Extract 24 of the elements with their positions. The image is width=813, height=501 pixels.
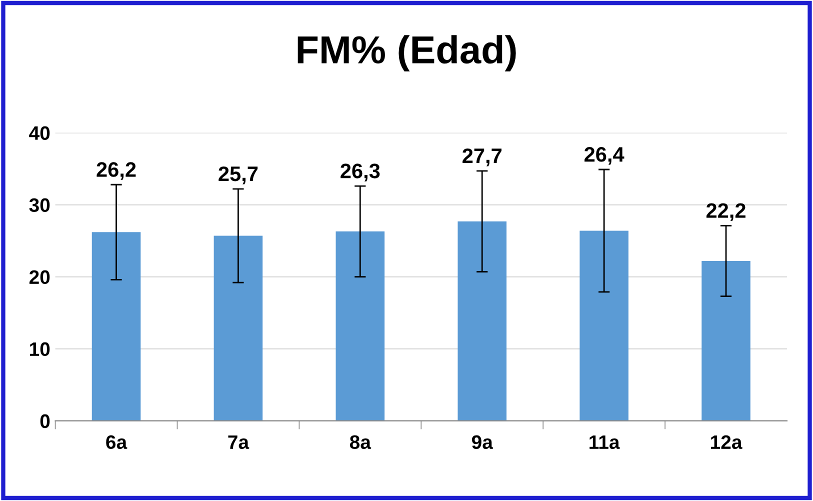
y-tick-label: 30 <box>29 198 50 212</box>
bar <box>458 221 506 421</box>
x-tick-label: 9a <box>472 435 494 450</box>
data-label: 25,7 <box>218 166 258 184</box>
data-label: 26,2 <box>96 162 136 180</box>
x-tick-label: 6a <box>106 435 128 450</box>
data-label: 26,4 <box>584 147 624 165</box>
bar <box>702 260 750 421</box>
bar <box>92 232 141 421</box>
x-tick-label: 11a <box>590 435 620 450</box>
data-label: 22,2 <box>706 203 746 221</box>
x-tick-label: 7a <box>228 435 250 450</box>
bar <box>580 230 628 421</box>
bar <box>336 231 385 421</box>
y-tick-label: 10 <box>30 342 50 356</box>
y-tick-label: 20 <box>29 270 50 284</box>
bar <box>214 236 263 421</box>
data-label: 27,7 <box>462 148 502 166</box>
data-label: 26,3 <box>340 164 380 182</box>
x-tick-label: 12a <box>711 435 742 450</box>
y-tick-label: 40 <box>29 126 50 140</box>
chart-title: FM% (Edad) <box>298 35 516 72</box>
y-tick-label: 0 <box>40 414 50 428</box>
x-tick-label: 8a <box>350 435 372 450</box>
